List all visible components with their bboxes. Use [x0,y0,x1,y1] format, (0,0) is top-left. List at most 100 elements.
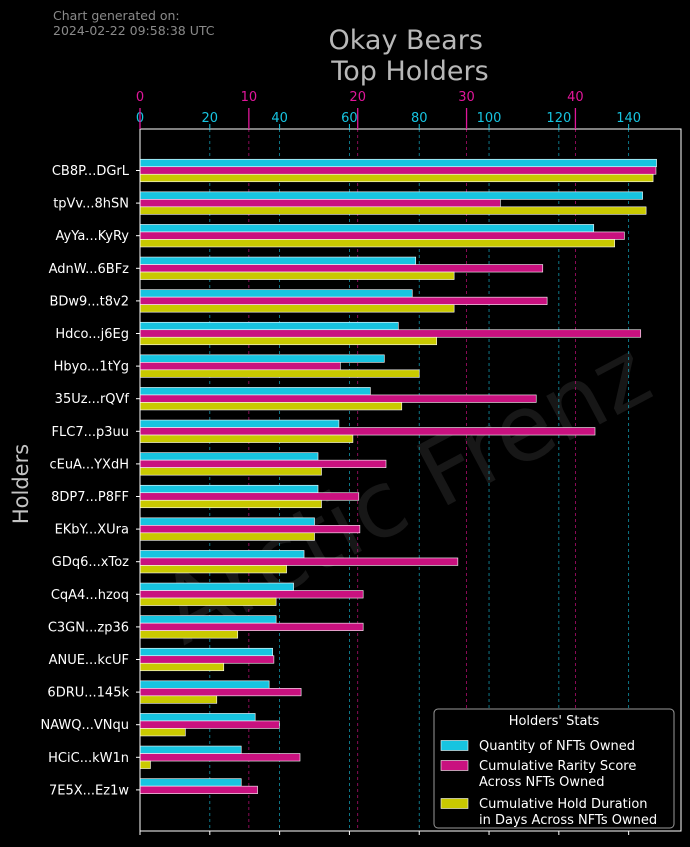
bar-hold [139,630,239,639]
holder-label: HCiC...kW1n [48,751,129,766]
legend-entry: Cumulative Hold Duration in Days Across N… [479,797,657,828]
quantity-tick-label: 100 [477,111,502,126]
holder-label: cEuA...YXdH [49,457,129,472]
bar-rarity [139,296,548,305]
bar-rarity [139,688,302,697]
holder-label: AyYa...KyRy [55,229,129,244]
holder-label: AdnW...6BFz [49,262,130,277]
bar-hold [139,532,315,541]
bar-rarity [139,329,642,338]
bar-quantity [139,680,270,689]
plot-frame [139,128,682,832]
bar-quantity [139,191,643,200]
legend-entry-line: Across NFTs Owned [479,775,605,790]
rarity-tick-label: 40 [567,90,584,105]
bar-rarity [139,655,275,664]
quantity-tick-label: 40 [271,111,288,126]
bar-hold [139,728,186,737]
bar-quantity [139,550,305,559]
bar-hold [139,467,322,476]
generated-time: 2024-02-22 09:58:38 UTC [53,23,215,38]
quantity-tick-label: 80 [411,111,428,126]
bar-rarity [139,720,280,729]
rarity-tick-label: 0 [136,90,144,105]
holder-label: CB8P...DGrL [52,164,130,179]
rarity-tick-label: 30 [458,90,475,105]
bar-hold [139,173,654,183]
bar-rarity [139,199,501,208]
holder-label: BDw9...t8v2 [49,294,129,309]
legend-entry-line: Cumulative Hold Duration [479,797,648,812]
legend-title: Holders' Stats [509,714,600,729]
bar-rarity [139,231,625,240]
bar-hold [139,369,420,378]
bar-quantity [139,387,371,396]
bar-quantity [139,484,319,494]
holder-label: Hbyo...1tYg [54,360,129,375]
bar-quantity [139,745,242,754]
legend-swatch [440,760,469,771]
quantity-tick-label: 120 [546,111,571,126]
bar-hold [139,402,403,411]
bar-quantity [139,224,595,233]
bar-rarity [139,525,361,534]
bar-quantity [139,582,294,591]
bar-hold [139,206,647,215]
chart-title: Okay Bears Top Holders [329,25,492,87]
bar-quantity [139,615,277,624]
bar-hold [139,565,287,574]
holder-label: GDq6...xToz [52,555,129,570]
bar-hold [139,695,218,704]
left-axis: CB8P...DGrL tpVv...8hSN AyYa...KyRy AdnW...… [41,164,140,798]
legend-entry: Cumulative Rarity Score Across NFTs Owned [479,759,636,790]
bar-rarity [139,362,341,371]
bar-hold [139,760,151,769]
top-axis-rarity: 0 10 20 30 40 [136,90,584,129]
holder-label: Hdco...j6Eg [55,327,129,342]
bar-quantity [139,419,340,428]
holder-label: CqA4...hzoq [51,588,129,603]
bar-rarity [139,590,364,599]
quantity-tick-label: 60 [341,111,358,126]
holder-label: 35Uz...rQVf [55,392,130,407]
legend-entry: Quantity of NFTs Owned [479,739,635,754]
legend-entry-line: Quantity of NFTs Owned [479,739,635,754]
bar-hold [139,304,455,313]
holder-label: tpVv...8hSN [53,197,129,212]
legend-swatch [440,798,469,809]
bar-quantity [139,778,242,787]
bar-quantity [139,354,385,363]
bar-hold [139,499,322,509]
holder-label: 8DP7...P8FF [51,490,129,505]
chart-title-line-2: Top Holders [330,56,488,87]
y-axis-label: Holders [9,444,33,524]
bar-rarity [139,753,301,762]
bar-rarity [139,264,544,273]
bar-rarity [139,557,459,566]
bar-hold [139,271,455,280]
bar-hold [139,336,437,346]
holder-label: C3GN...zp36 [48,620,129,635]
holder-label: 7E5X...Ez1w [49,783,129,798]
bar-hold [139,597,277,606]
bar-rarity [139,166,657,175]
bar-rarity [139,394,537,403]
legend-box [433,708,675,829]
legend-entry-line: Cumulative Rarity Score [479,759,636,774]
quantity-tick-label: 20 [202,111,219,126]
legend: Holders' Stats Quantity of NFTs Owned Cumu… [433,708,675,829]
holder-label: 6DRU...145k [47,686,129,701]
quantity-tick-label: 140 [616,111,641,126]
bottom-axis [139,831,630,835]
bar-quantity [139,158,657,168]
bar-quantity [139,517,315,526]
holder-label: ANUE...kcUF [49,653,129,668]
holder-label: EKbY...XUra [55,523,129,538]
rarity-tick-label: 20 [349,90,366,105]
holder-label: NAWQ...VNqu [41,718,130,733]
generated-label: Chart generated on: [53,8,180,23]
bar-quantity [139,256,417,265]
bar-rarity [139,427,596,436]
chart-title-line-1: Okay Bears [329,25,483,56]
